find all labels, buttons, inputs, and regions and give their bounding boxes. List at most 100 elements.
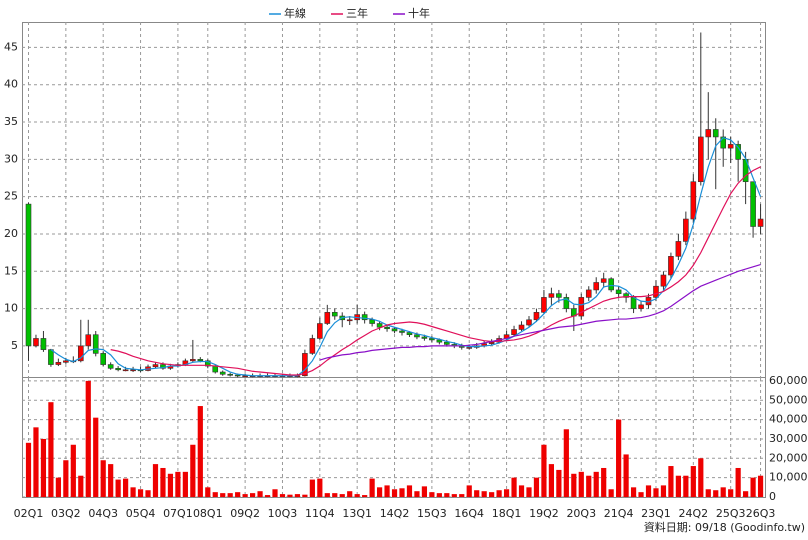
volume-bar	[152, 464, 159, 497]
x-tick-label: 09Q2	[230, 507, 260, 520]
candle-body	[204, 360, 211, 367]
candle-body	[585, 289, 592, 298]
x-tick-label: 13Q1	[342, 507, 372, 520]
y-tick-label: 50,000	[769, 393, 808, 406]
candle-body	[518, 324, 525, 330]
ma-line	[50, 136, 762, 377]
volume-bar	[406, 485, 413, 497]
candle-body	[414, 334, 420, 338]
candle-body	[384, 326, 390, 330]
volume-bar	[474, 490, 480, 497]
volume-bar	[429, 492, 435, 497]
candle-body	[361, 314, 368, 321]
candle-body	[630, 297, 637, 309]
candle-body	[324, 312, 331, 324]
candle-body	[488, 341, 495, 344]
candle-body	[33, 338, 39, 347]
volume-bar	[160, 467, 166, 497]
volume-bar	[466, 485, 472, 497]
volume-bar	[175, 471, 181, 497]
volume-bar	[459, 494, 465, 497]
x-tick-label: 19Q2	[529, 507, 559, 520]
candle-body	[346, 319, 353, 322]
candle-body	[309, 338, 316, 354]
volume-bar	[750, 477, 756, 497]
candle-body	[638, 304, 644, 309]
candle-body	[511, 329, 517, 336]
ma-line	[319, 263, 761, 361]
volume-bar	[601, 467, 607, 497]
volume-bar	[70, 444, 76, 497]
candle-body	[623, 293, 629, 298]
x-tick-label: 14Q2	[380, 507, 410, 520]
price-panel	[22, 22, 766, 378]
candle-body	[55, 362, 62, 365]
candle-body	[85, 334, 92, 347]
candle-body	[653, 285, 659, 298]
volume-bar	[294, 494, 301, 497]
y-tick-label: 60,000	[769, 374, 808, 387]
candle-body	[727, 144, 734, 149]
candle-body	[227, 373, 233, 376]
volume-bar	[668, 466, 674, 497]
volume-bar	[332, 493, 338, 497]
volume-bar	[690, 466, 696, 497]
candle-body	[107, 364, 114, 369]
volume-bar	[503, 489, 510, 497]
candle-body	[219, 371, 226, 375]
x-tick-label: 05Q4	[126, 507, 156, 520]
volume-bar	[100, 460, 106, 497]
y-tick-label: 15	[4, 264, 18, 277]
candle-body	[234, 374, 241, 377]
volume-bar	[384, 485, 390, 497]
y-tick-label: 40,000	[769, 413, 808, 426]
volume-bar	[563, 429, 569, 497]
candle-body	[444, 341, 450, 345]
volume-bar	[683, 475, 689, 497]
candle-body	[466, 347, 473, 349]
candle-body	[160, 364, 166, 369]
candle-body	[556, 293, 562, 298]
volume-bar	[108, 464, 114, 497]
candle-body	[212, 365, 219, 373]
volume-bar	[197, 406, 203, 497]
legend-label: 三年	[346, 6, 368, 20]
x-tick-label: 25Q3	[716, 507, 746, 520]
volume-panel	[22, 377, 766, 498]
volume-bar	[145, 490, 151, 497]
volume-bar	[242, 494, 248, 497]
x-tick-label: 23Q1	[641, 507, 671, 520]
volume-bar	[705, 489, 711, 497]
volume-bar	[391, 489, 398, 497]
volume-bar	[578, 471, 584, 497]
candle-body	[563, 297, 570, 309]
x-tick-label: 03Q2	[51, 507, 81, 520]
volume-bar	[713, 490, 719, 497]
candle-body	[697, 136, 704, 183]
candle-body	[705, 129, 712, 138]
candle-body	[48, 349, 54, 365]
candle-body	[578, 297, 585, 317]
volume-bar	[137, 489, 144, 497]
x-tick-label: 11Q4	[305, 507, 335, 520]
volume-bar	[205, 487, 211, 497]
volume-bar	[309, 479, 315, 497]
candle-body	[376, 323, 383, 328]
volume-bar	[444, 493, 450, 497]
volume-bar	[257, 491, 263, 497]
candle-body	[429, 338, 435, 341]
volume-bar	[638, 492, 644, 497]
candle-body	[399, 330, 405, 333]
volume-bar	[324, 493, 330, 497]
volume-bar	[93, 417, 99, 497]
ma-line	[110, 166, 761, 376]
volume-bar	[675, 475, 681, 497]
candle-body	[533, 312, 540, 321]
volume-bar	[272, 489, 278, 497]
volume-bar	[182, 471, 188, 497]
candle-body	[720, 136, 727, 149]
volume-bar	[287, 494, 293, 497]
candle-body	[92, 334, 99, 354]
candle-body	[391, 328, 398, 332]
candle-body	[593, 282, 600, 291]
